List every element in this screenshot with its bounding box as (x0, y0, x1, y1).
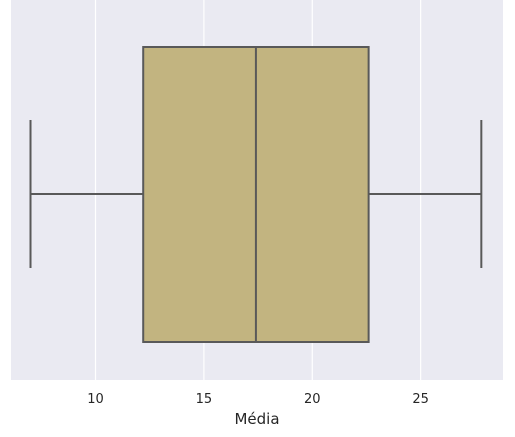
x-tick-label-15: 15 (196, 392, 213, 407)
box-plot (29, 46, 483, 343)
x-tick-label-25: 25 (412, 392, 429, 407)
x-tick-labels: 10 15 20 25 (87, 392, 429, 407)
x-axis-label: Média (234, 410, 279, 428)
x-tick-label-10: 10 (87, 392, 104, 407)
x-tick-label-20: 20 (304, 392, 321, 407)
